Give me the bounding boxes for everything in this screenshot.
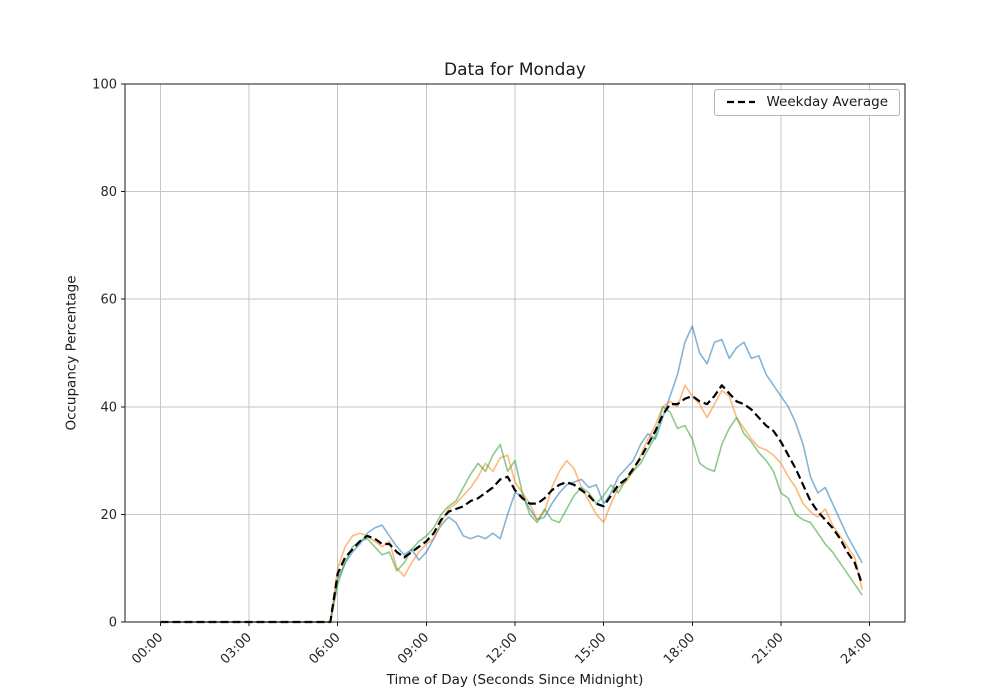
y-tick-label: 80 — [100, 185, 117, 200]
x-tick-label: 24:00 — [838, 630, 875, 667]
x-tick-label: 21:00 — [750, 630, 787, 667]
x-tick-label: 18:00 — [661, 630, 698, 667]
x-tick-label: 00:00 — [129, 630, 166, 667]
x-tick-label: 06:00 — [306, 630, 343, 667]
legend: Weekday Average — [714, 89, 900, 116]
legend-label: Weekday Average — [766, 94, 888, 110]
x-tick-label: 03:00 — [218, 630, 255, 667]
x-axis-label: Time of Day (Seconds Since Midnight) — [386, 672, 644, 688]
y-tick-label: 0 — [109, 616, 117, 631]
legend-dashed-line-icon — [727, 100, 756, 104]
y-tick-label: 40 — [100, 400, 117, 415]
chart-title: Data for Monday — [444, 60, 586, 80]
day-series-line-1 — [160, 325, 863, 623]
x-tick-label: 15:00 — [572, 630, 609, 667]
x-tick-label: 09:00 — [395, 630, 432, 667]
x-tick-label: 12:00 — [484, 630, 521, 667]
y-tick-label: 60 — [100, 293, 117, 308]
y-tick-label: 20 — [100, 508, 117, 523]
y-tick-label: 100 — [92, 78, 117, 93]
